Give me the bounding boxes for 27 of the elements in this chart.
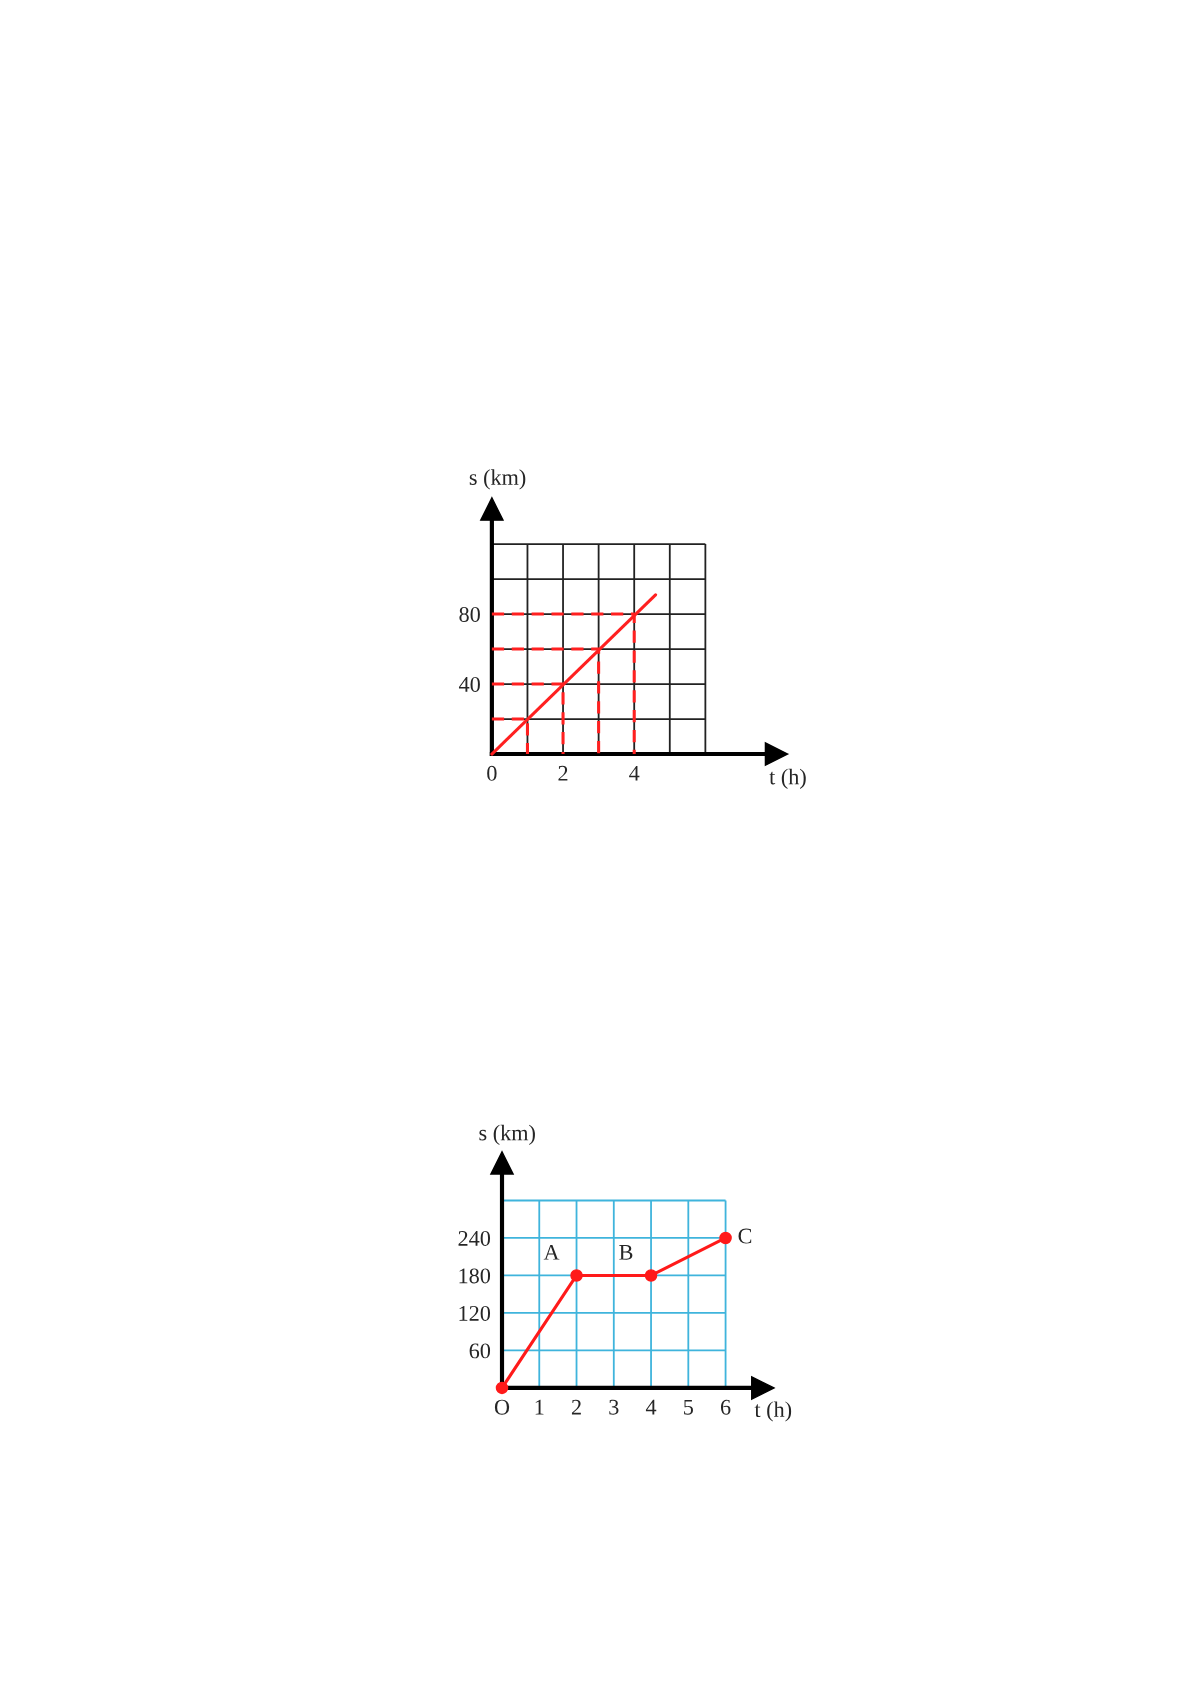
x-tick-label: O [494, 1399, 510, 1415]
point [719, 1231, 732, 1245]
x-tick-label: 4 [645, 1399, 657, 1415]
y-axis-title: s (km) [479, 1124, 535, 1145]
x-tick-label: 6 [720, 1399, 731, 1415]
annotation: C [738, 1228, 752, 1244]
x-tick-label: 5 [684, 1399, 693, 1415]
x-tick-label: 4 [629, 765, 640, 781]
x-axis-title: t (h) [754, 1401, 792, 1422]
y-tick-label: 80 [459, 606, 480, 622]
x-tick-label: 3 [609, 1399, 619, 1415]
y-tick-label: 40 [458, 676, 480, 692]
x-axis-title: t (h) [769, 768, 806, 789]
x-tick-label: 2 [558, 765, 568, 781]
x-tick-label: 2 [571, 1399, 581, 1415]
x-tick-label: 0 [487, 765, 497, 781]
point [570, 1269, 583, 1282]
y-axis-title: s (km) [469, 469, 526, 490]
x-tick-label: 1 [535, 1399, 544, 1415]
point [495, 1381, 509, 1395]
y-tick-label: 240 [458, 1230, 491, 1246]
annotation: B [619, 1245, 633, 1260]
annotation: A [543, 1244, 560, 1260]
point [644, 1269, 658, 1282]
y-tick-label: 180 [459, 1268, 491, 1284]
y-tick-label: 120 [459, 1305, 491, 1321]
y-tick-label: 60 [469, 1343, 491, 1359]
